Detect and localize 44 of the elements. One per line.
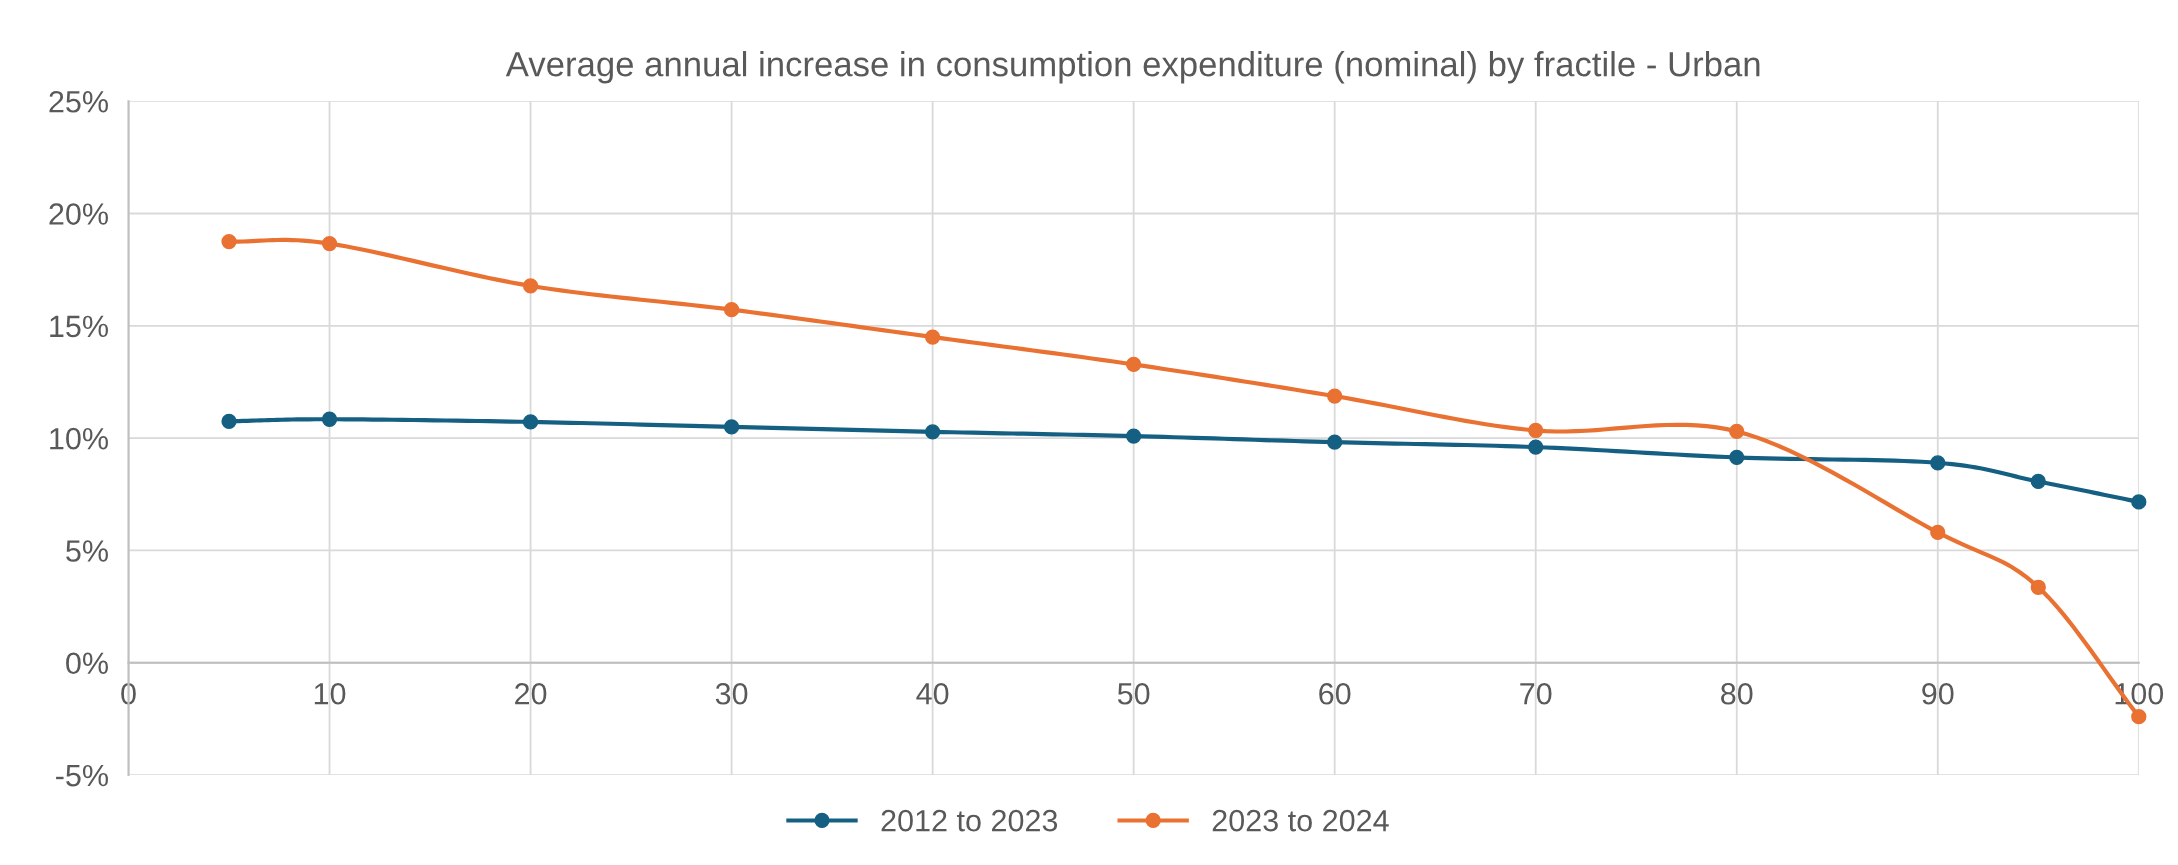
point [221,413,237,429]
point [723,302,740,318]
point [1126,356,1142,373]
point [1930,524,1946,541]
point [2131,709,2147,725]
x-tick-label: 90 [1922,682,1954,705]
point [221,233,237,250]
x-tick-label: 20 [515,682,547,705]
point [1930,455,1946,471]
point [1327,388,1343,404]
y-tick-label: 5% [66,540,108,562]
x-tick-label: 30 [715,682,748,705]
point [2030,473,2046,490]
point [1126,428,1142,444]
chart-title: Average annual increase in consumption expenditure (nominal) by fractile - Urban [505,51,1760,84]
y-tick-label: 15% [50,315,108,338]
point [1729,423,1745,440]
point [924,329,941,345]
point [723,419,740,435]
point [1729,449,1745,466]
point [924,424,941,440]
x-tick-label: 50 [1117,682,1150,705]
point [522,278,539,294]
y-tick-label: 0% [66,652,108,675]
x-tick-label: 80 [1721,682,1753,705]
point [2131,494,2147,510]
y-tick-label: 25% [49,90,108,113]
point [321,411,338,427]
x-tick-label: 10 [314,682,346,705]
x-tick-label: 70 [1520,682,1552,705]
legend-label: 2023 to 2024 [1212,809,1389,832]
y-tick-label: 20% [49,203,108,225]
y-tick-label: 10% [50,427,108,450]
x-tick-label: 0 [121,682,136,705]
point [1528,439,1544,455]
y-tick-label: -5% [56,764,108,787]
point [1528,422,1544,439]
point [2030,579,2046,595]
x-tick-label: 40 [916,682,949,705]
point [321,235,338,252]
x-tick-label: 60 [1319,682,1351,705]
point [522,414,539,430]
point [1327,434,1343,450]
legend-label: 2012 to 2023 [881,809,1058,832]
